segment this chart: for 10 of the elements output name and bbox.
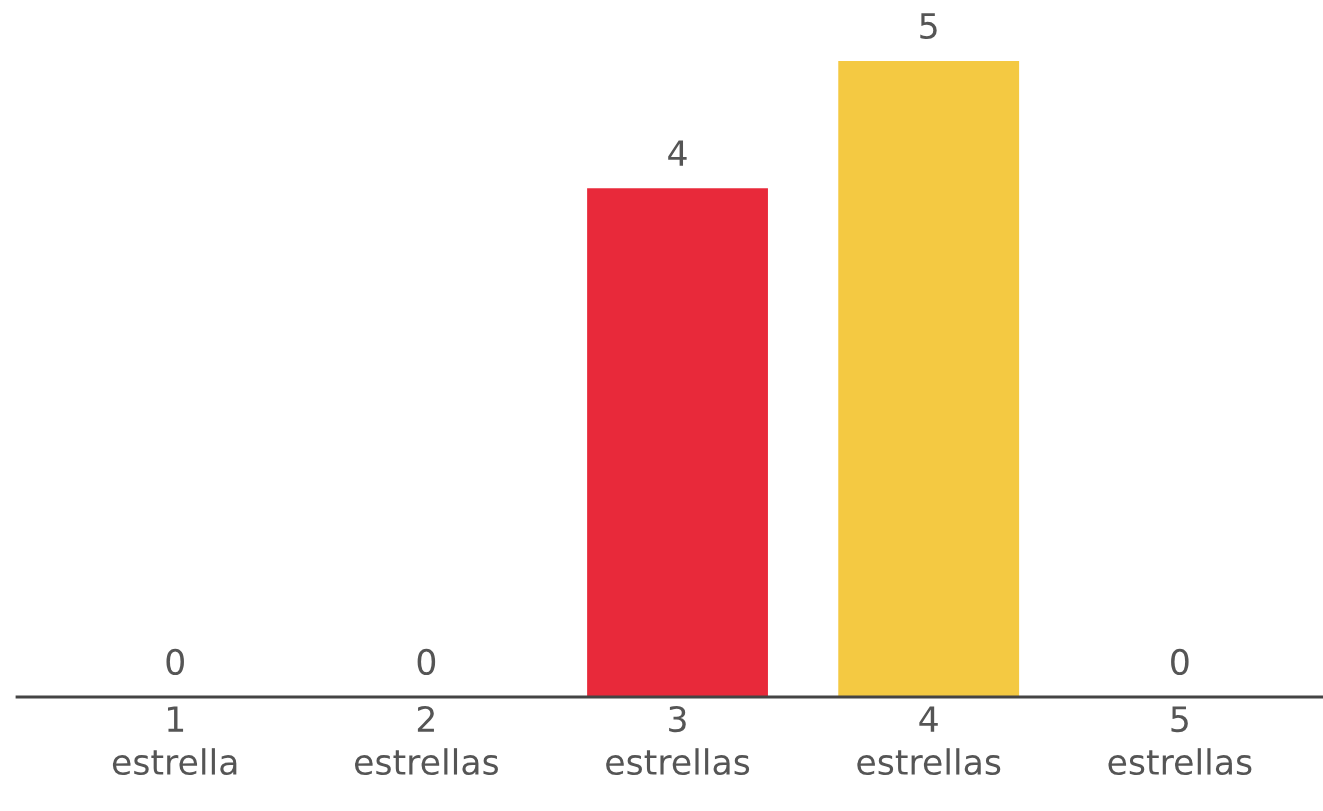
x-tick-label: 3 estrellas bbox=[606, 705, 750, 776]
data-label: 0 bbox=[417, 648, 436, 675]
data-label: 5 bbox=[920, 13, 937, 40]
data-label: 4 bbox=[668, 140, 687, 166]
x-tick-label: 4 estrellas bbox=[857, 706, 1001, 776]
x-tick-label: 2 estrellas bbox=[355, 705, 498, 776]
data-label: 0 bbox=[166, 648, 184, 675]
x-tick-label: 1 estrella bbox=[112, 706, 237, 776]
x-tick-label: 5 estrellas bbox=[1108, 706, 1252, 776]
data-label: 0 bbox=[1171, 648, 1189, 675]
